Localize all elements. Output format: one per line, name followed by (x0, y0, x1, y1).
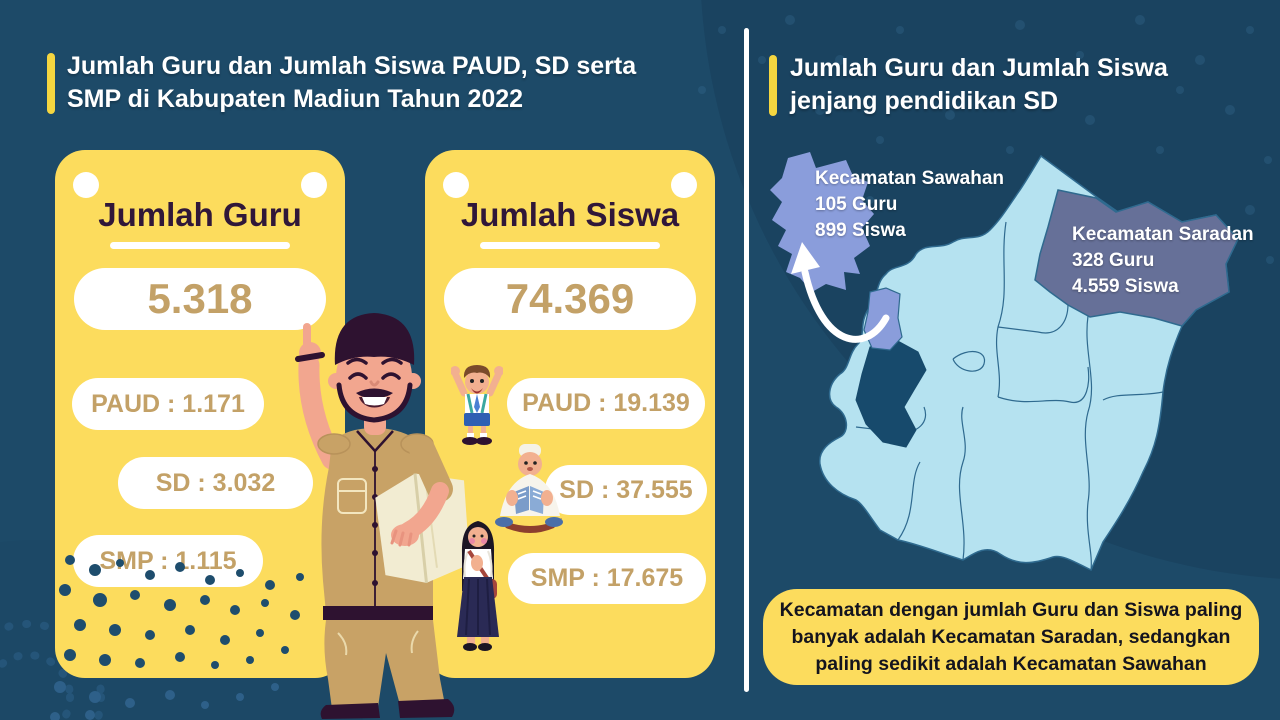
card-hole-decoration (301, 172, 327, 198)
sawahan-label: Kecamatan Sawahan 105 Guru 899 Siswa (815, 166, 1004, 244)
saradan-siswa: 4.559 Siswa (1072, 276, 1179, 297)
guru-total-value: 5.318 (74, 268, 326, 330)
teacher-mustache (356, 388, 393, 398)
student-boy-reading-illustration (495, 444, 563, 533)
teacher-illustration (295, 313, 470, 719)
section-divider (744, 28, 749, 692)
student-girl-illustration (457, 521, 499, 651)
left-title: Jumlah Guru dan Jumlah Siswa PAUD, SD se… (67, 50, 636, 116)
sawahan-name: Kecamatan Sawahan (815, 168, 1005, 189)
left-title-line2: SMP di Kabupaten Madiun Tahun 2022 (67, 85, 524, 113)
saradan-name: Kecamatan Saradan (1072, 224, 1254, 245)
right-title-accent-bar (769, 55, 777, 116)
siswa-paud-stat: PAUD : 19.139 (507, 378, 705, 429)
map-district-borders (855, 221, 1164, 571)
teacher-eye (381, 372, 401, 380)
left-title-line1: Jumlah Guru dan Jumlah Siswa PAUD, SD se… (67, 52, 637, 80)
guru-paud-stat: PAUD : 1.171 (72, 378, 264, 430)
conclusion-note: Kecamatan dengan jumlah Guru dan Siswa p… (763, 589, 1259, 685)
left-title-accent-bar (47, 53, 55, 114)
sawahan-guru: 105 Guru (815, 194, 898, 215)
teacher-hair (334, 313, 415, 365)
teacher-trousers (324, 620, 445, 709)
teacher-watch (295, 352, 325, 362)
teacher-shoe (398, 699, 455, 718)
teacher-eye (348, 372, 368, 380)
guru-card-underline (110, 242, 290, 249)
guru-card-title: Jumlah Guru (98, 196, 302, 233)
guru-card: Jumlah Guru 5.318 PAUD : 1.171 SD : 3.03… (55, 150, 345, 678)
card-hole-decoration (73, 172, 99, 198)
card-hole-decoration (443, 172, 469, 198)
right-title: Jumlah Guru dan Jumlah Siswa jenjang pen… (790, 52, 1168, 118)
sawahan-siswa: 899 Siswa (815, 220, 906, 241)
saradan-guru: 328 Guru (1072, 250, 1155, 271)
map-region-sawahan-inset (770, 152, 874, 292)
map-region-saradan (1034, 189, 1239, 327)
right-title-line2: jenjang pendidikan SD (790, 87, 1059, 115)
siswa-card-title: Jumlah Siswa (460, 196, 680, 233)
madiun-map: Kecamatan Sawahan 105 Guru 899 Siswa Kec… (758, 142, 1278, 582)
teacher-shoe (320, 703, 380, 719)
siswa-sd-stat: SD : 37.555 (545, 465, 707, 515)
right-title-line1: Jumlah Guru dan Jumlah Siswa (790, 54, 1168, 82)
map-arrow (791, 242, 890, 343)
saradan-label: Kecamatan Saradan 328 Guru 4.559 Siswa (1072, 222, 1254, 300)
card-hole-decoration (671, 172, 697, 198)
guru-smp-stat: SMP : 1.115 (73, 535, 263, 587)
teacher-beard (336, 382, 413, 423)
note-line2: banyak adalah Kecamatan Saradan, sedangk… (791, 625, 1231, 648)
siswa-card-underline (480, 242, 660, 249)
student-boy-cheering-illustration (451, 365, 503, 445)
guru-sd-stat: SD : 3.032 (118, 457, 313, 509)
note-line1: Kecamatan dengan jumlah Guru dan Siswa p… (779, 598, 1243, 621)
siswa-smp-stat: SMP : 17.675 (508, 553, 706, 604)
madiun-map-svg (770, 152, 1239, 572)
siswa-total-value: 74.369 (444, 268, 696, 330)
note-line3: paling sedikit adalah Kecamatan Sawahan (815, 652, 1207, 675)
teacher-belt (323, 606, 433, 620)
map-region-dark-district (855, 339, 927, 448)
